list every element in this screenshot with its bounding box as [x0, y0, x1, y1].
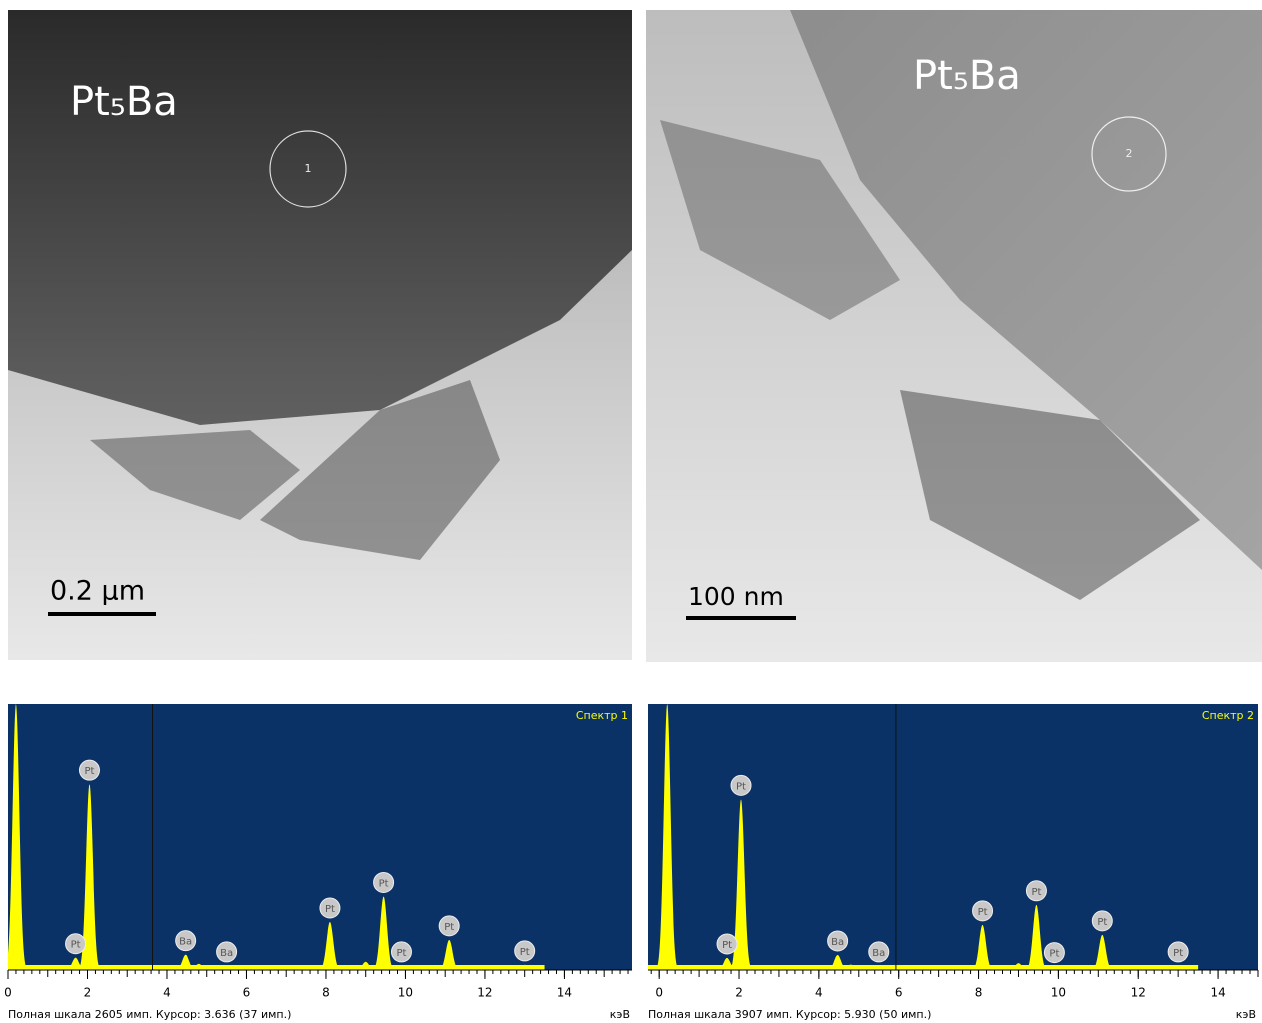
peak-label: Pt: [520, 947, 530, 958]
phase-label: Pt₅Ba: [913, 53, 1021, 99]
peak-label: Ba: [872, 948, 885, 959]
peak-label: Pt: [325, 904, 335, 915]
x-tick-label: 12: [477, 986, 492, 1000]
x-tick-label: 10: [398, 986, 413, 1000]
x-unit: кэВ: [610, 1008, 630, 1021]
peak-label: Ba: [179, 937, 192, 948]
peak-label: Pt: [71, 940, 81, 951]
x-tick-label: 4: [815, 986, 823, 1000]
x-tick-label: 12: [1131, 986, 1146, 1000]
x-tick-label: 8: [322, 986, 330, 1000]
figure: Pt₅Ba 1 0.2 µm Pt₅Ba 2 100 nm PtPtBaBaPt…: [0, 0, 1262, 1023]
chart-title: Спектр 1: [576, 709, 628, 722]
tem-image-2: [646, 10, 1262, 662]
spectrum-chart: Pt Pt Ba Ba Pt Pt Pt Pt Pt Спектр 1 0 2 4 6 8 10 12 14 кэВ…: [0, 704, 632, 1021]
x-tick-label: 4: [163, 986, 171, 1000]
x-tick-label: 0: [4, 986, 12, 1000]
x-unit: кэВ: [1236, 1008, 1256, 1021]
spot-label: 2: [1126, 147, 1133, 160]
x-tick-label: 6: [895, 986, 903, 1000]
scale-bar-label: 0.2 µm: [50, 576, 145, 607]
x-tick-label: 2: [735, 986, 743, 1000]
x-tick-label: 6: [243, 986, 251, 1000]
x-tick-label: 8: [975, 986, 983, 1000]
footer: Полная шкала 3907 имп. Курсор: 5.930 (50…: [648, 1008, 931, 1021]
chart-title: Спектр 2: [1202, 709, 1254, 722]
peak-label: Ba: [220, 948, 233, 959]
peak-label: Ba: [831, 937, 844, 948]
peak-label: Pt: [397, 948, 407, 959]
spectrum-chart: Pt Pt Ba Ba Pt Pt Pt Pt Pt Спектр 2 0 2 4 6 8 10 12 14 кэВ…: [648, 704, 1258, 1021]
scale-bar-label: 100 nm: [688, 582, 784, 611]
phase-label: Pt₅Ba: [70, 79, 178, 125]
plot-background: [8, 704, 632, 970]
x-tick-label: 2: [84, 986, 92, 1000]
x-tick-label: 10: [1051, 986, 1066, 1000]
peak-label: Pt: [978, 907, 988, 918]
x-tick-label: 14: [557, 986, 572, 1000]
peak-label: Pt: [1031, 887, 1041, 898]
peak-label: Pt: [85, 766, 95, 777]
peak-label: Pt: [1049, 949, 1059, 960]
x-tick-label: 14: [1210, 986, 1225, 1000]
peak-label: Pt: [379, 878, 389, 889]
footer: Полная шкала 2605 имп. Курсор: 3.636 (37…: [8, 1008, 291, 1021]
peak-label: Pt: [444, 922, 454, 933]
peak-label: Pt: [736, 781, 746, 792]
peak-label: Pt: [722, 940, 732, 951]
spot-label: 1: [305, 162, 312, 175]
x-tick-label: 0: [655, 986, 663, 1000]
peak-label: Pt: [1097, 917, 1107, 928]
peak-label: Pt: [1173, 948, 1183, 959]
